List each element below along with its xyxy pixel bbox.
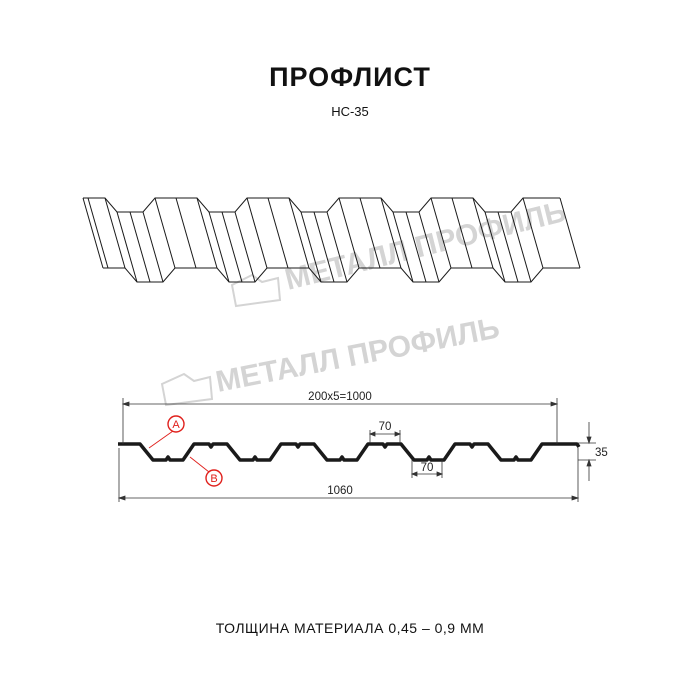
sheet-fold-line bbox=[522, 197, 544, 269]
sheet-fold-line bbox=[313, 211, 335, 283]
dim-label-height: 35 bbox=[595, 447, 608, 459]
sheet-fold-line bbox=[326, 211, 348, 283]
dim-label-crest: 70 bbox=[379, 421, 392, 433]
dim-label-trough: 70 bbox=[421, 462, 434, 474]
sheet-fold-line bbox=[300, 211, 322, 283]
dim-label-pitch: 200x5=1000 bbox=[308, 391, 372, 403]
sheet-fold-line bbox=[472, 197, 494, 269]
sheet-fold-line bbox=[267, 197, 289, 269]
dimension-lines bbox=[117, 398, 596, 502]
sheet-fold-line bbox=[104, 197, 126, 269]
watermark-logo-shape-upper bbox=[230, 273, 282, 308]
marker-a-label: A bbox=[172, 419, 180, 431]
sheet-fold-line bbox=[221, 211, 243, 283]
sheet-fold-line bbox=[497, 211, 519, 283]
profile-cross-section bbox=[118, 442, 581, 462]
marker-b-label: B bbox=[210, 473, 217, 485]
model-subtitle: НС-35 bbox=[331, 104, 369, 119]
watermark-logo-shape-lower bbox=[160, 372, 214, 407]
page-title: ПРОФЛИСТ bbox=[269, 62, 431, 92]
sheet-fold-line bbox=[338, 197, 360, 269]
sheet-fold-line bbox=[405, 211, 427, 283]
watermark-text-lower: МЕТАЛЛ ПРОФИЛЬ bbox=[213, 311, 502, 398]
sheet-fold-line bbox=[82, 197, 104, 269]
sheet-fold-line bbox=[246, 197, 268, 269]
sheet-fold-line bbox=[142, 211, 164, 283]
material-thickness-note: ТОЛЩИНА МАТЕРИАЛА 0,45 – 0,9 ММ bbox=[215, 620, 485, 636]
sheet-fold-line bbox=[359, 197, 381, 269]
sheet-fold-line bbox=[430, 197, 452, 269]
marker-b: B bbox=[189, 456, 223, 487]
sheet-fold-line bbox=[175, 197, 197, 269]
sheet-fold-line bbox=[234, 211, 256, 283]
sheet-fold-line bbox=[418, 211, 440, 283]
sheet-fold-line bbox=[451, 197, 473, 269]
sheet-fold-line bbox=[116, 211, 138, 283]
dim-label-total: 1060 bbox=[327, 485, 353, 497]
sheet-fold-line bbox=[484, 211, 506, 283]
sheet-fold-line bbox=[196, 197, 218, 269]
sheet-fold-line bbox=[87, 197, 109, 269]
sheet-fold-line bbox=[154, 197, 176, 269]
sheet-fold-line bbox=[510, 211, 532, 283]
sheet-fold-line bbox=[129, 211, 151, 283]
sheet-fold-line bbox=[392, 211, 414, 283]
sheet-fold-line bbox=[288, 197, 310, 269]
sheet-fold-line bbox=[380, 197, 402, 269]
sheet-fold-line bbox=[559, 197, 581, 269]
marker-a: A bbox=[148, 415, 185, 449]
sheet-fold-line bbox=[208, 211, 230, 283]
isometric-sheet-drawing bbox=[82, 197, 581, 283]
sheet-edge bbox=[83, 197, 560, 213]
